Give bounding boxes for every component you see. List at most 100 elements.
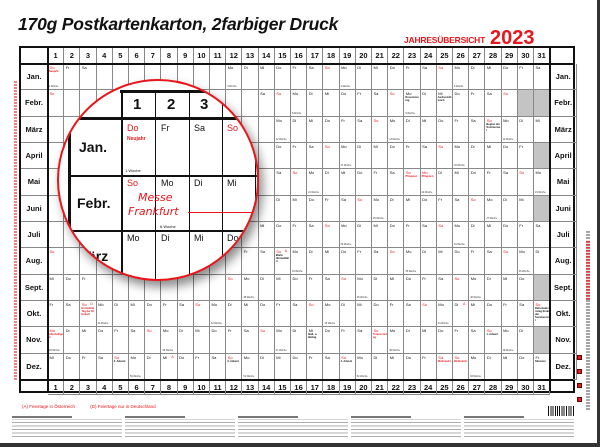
- day-cell[interactable]: Mi: [485, 64, 502, 91]
- day-cell[interactable]: Di: [355, 221, 372, 249]
- day-cell[interactable]: Di: [355, 64, 372, 91]
- day-cell[interactable]: So: [323, 221, 340, 249]
- day-cell[interactable]: Do: [210, 327, 227, 354]
- day-cell[interactable]: Sa: [485, 90, 502, 117]
- day-cell[interactable]: Mo 49.Woche: [501, 327, 518, 354]
- day-cell[interactable]: Sa: [129, 327, 146, 354]
- day-cell[interactable]: Do: [307, 195, 324, 222]
- day-cell[interactable]: Di: [388, 195, 405, 222]
- day-cell[interactable]: Mo 48.Woche: [388, 327, 405, 354]
- day-cell[interactable]: Mo 4.Woche: [339, 64, 356, 91]
- day-cell[interactable]: Sa: [258, 248, 275, 275]
- day-cell[interactable]: Mi: [258, 221, 275, 249]
- day-cell[interactable]: Mi: [80, 327, 97, 354]
- day-cell[interactable]: Do: [501, 142, 518, 170]
- day-cell[interactable]: Mi: [469, 300, 486, 328]
- day-cell[interactable]: Mo 40.Woche: [469, 274, 486, 301]
- day-cell[interactable]: Fr: [355, 90, 372, 117]
- day-cell[interactable]: Di: [258, 353, 275, 380]
- day-cell[interactable]: Di: [177, 327, 194, 354]
- day-cell[interactable]: Di: [112, 300, 129, 328]
- day-cell[interactable]: [242, 221, 259, 249]
- day-cell[interactable]: Mi: [485, 142, 502, 170]
- day-cell[interactable]: Di: [517, 327, 534, 354]
- day-cell[interactable]: Sa: [274, 169, 291, 196]
- day-cell[interactable]: So Pfingsten: [404, 169, 421, 196]
- day-cell[interactable]: Di: [226, 300, 243, 328]
- day-cell[interactable]: Sa: [453, 195, 470, 222]
- day-cell[interactable]: Mi: [323, 90, 340, 117]
- day-cell[interactable]: Mo Rosenmontag 9.Woche: [404, 90, 421, 117]
- day-cell[interactable]: Di: [420, 90, 437, 117]
- day-cell[interactable]: Do: [372, 300, 389, 328]
- day-cell[interactable]: Mo 12.Woche: [274, 116, 291, 143]
- day-cell[interactable]: Mi: [48, 274, 65, 301]
- day-cell[interactable]: So: [517, 169, 534, 196]
- day-cell[interactable]: So 3. Advent: [226, 353, 243, 380]
- day-cell[interactable]: Mi: [485, 221, 502, 249]
- day-cell[interactable]: Fr: [517, 64, 534, 91]
- day-cell[interactable]: Fr: [339, 327, 356, 354]
- day-cell[interactable]: So: [48, 90, 65, 117]
- day-cell[interactable]: Mi: [355, 300, 372, 328]
- day-cell[interactable]: Sa: [80, 64, 97, 91]
- day-cell[interactable]: Sa: [534, 64, 551, 91]
- day-cell[interactable]: Di: [469, 221, 486, 249]
- day-cell[interactable]: Di: [355, 142, 372, 170]
- day-cell[interactable]: [258, 195, 275, 222]
- day-cell[interactable]: Sa: [307, 142, 324, 170]
- day-cell[interactable]: Mo 3.Woche: [226, 64, 243, 91]
- day-cell[interactable]: Di: [291, 327, 308, 354]
- day-cell[interactable]: Mo 8.Woche: [291, 90, 308, 117]
- day-cell[interactable]: So: [372, 116, 389, 143]
- day-cell[interactable]: Sa: [64, 300, 81, 328]
- day-cell[interactable]: So Totensonntag: [372, 327, 389, 354]
- day-cell[interactable]: Mi: [501, 274, 518, 301]
- day-cell[interactable]: [210, 248, 227, 275]
- day-cell[interactable]: Sa: [323, 353, 340, 380]
- day-cell[interactable]: Mo 52.Woche: [355, 353, 372, 380]
- day-cell[interactable]: Sa: [355, 116, 372, 143]
- day-cell[interactable]: Sa: [355, 327, 372, 354]
- day-cell[interactable]: Mi: [420, 116, 437, 143]
- day-cell[interactable]: Sa: [534, 221, 551, 249]
- day-cell[interactable]: Di: [517, 116, 534, 143]
- day-cell[interactable]: Sa: [323, 274, 340, 301]
- day-cell[interactable]: Do: [145, 300, 162, 328]
- day-cell[interactable]: Do: [258, 300, 275, 328]
- day-cell[interactable]: Mo 38.Woche: [242, 274, 259, 301]
- day-cell[interactable]: So Reformationstag Ende der Sommerzeit: [534, 300, 551, 328]
- day-cell[interactable]: Mi: [420, 327, 437, 354]
- day-cell[interactable]: Fr: [372, 169, 389, 196]
- day-cell[interactable]: Do: [274, 142, 291, 170]
- day-cell[interactable]: [534, 90, 551, 117]
- day-cell[interactable]: Mo 18.Woche: [453, 142, 470, 170]
- day-cell[interactable]: [48, 221, 65, 249]
- day-cell[interactable]: Mi: [388, 353, 405, 380]
- day-cell[interactable]: Fr: [469, 90, 486, 117]
- day-cell[interactable]: Sa: [307, 221, 324, 249]
- day-cell[interactable]: Di: [145, 353, 162, 380]
- day-cell[interactable]: So: [436, 142, 453, 170]
- day-cell[interactable]: Fr: [388, 300, 405, 328]
- day-cell[interactable]: So: [258, 327, 275, 354]
- day-cell[interactable]: Mo 42.Woche: [210, 300, 227, 328]
- day-cell[interactable]: Mo 14.Woche: [501, 116, 518, 143]
- day-cell[interactable]: [145, 274, 162, 301]
- day-cell[interactable]: Do Neujahr 1.Woche: [48, 64, 65, 91]
- day-cell[interactable]: Mi: [274, 353, 291, 380]
- day-cell[interactable]: [161, 274, 178, 301]
- day-cell[interactable]: Mo 26.Woche: [372, 195, 389, 222]
- day-cell[interactable]: So D Erntedank Tag der Dt. Einheit: [80, 300, 97, 328]
- day-cell[interactable]: Do: [339, 248, 356, 275]
- day-cell[interactable]: Mi: [372, 142, 389, 170]
- day-cell[interactable]: Do: [388, 64, 405, 91]
- day-cell[interactable]: Fr: [291, 221, 308, 249]
- day-cell[interactable]: Fr: [193, 353, 210, 380]
- day-cell[interactable]: Fr: [80, 274, 97, 301]
- day-cell[interactable]: [129, 274, 146, 301]
- day-cell[interactable]: Do: [436, 116, 453, 143]
- day-cell[interactable]: Mo Pfingsten 22.Woche: [420, 169, 437, 196]
- day-cell[interactable]: [258, 142, 275, 170]
- day-cell[interactable]: Sa: [420, 142, 437, 170]
